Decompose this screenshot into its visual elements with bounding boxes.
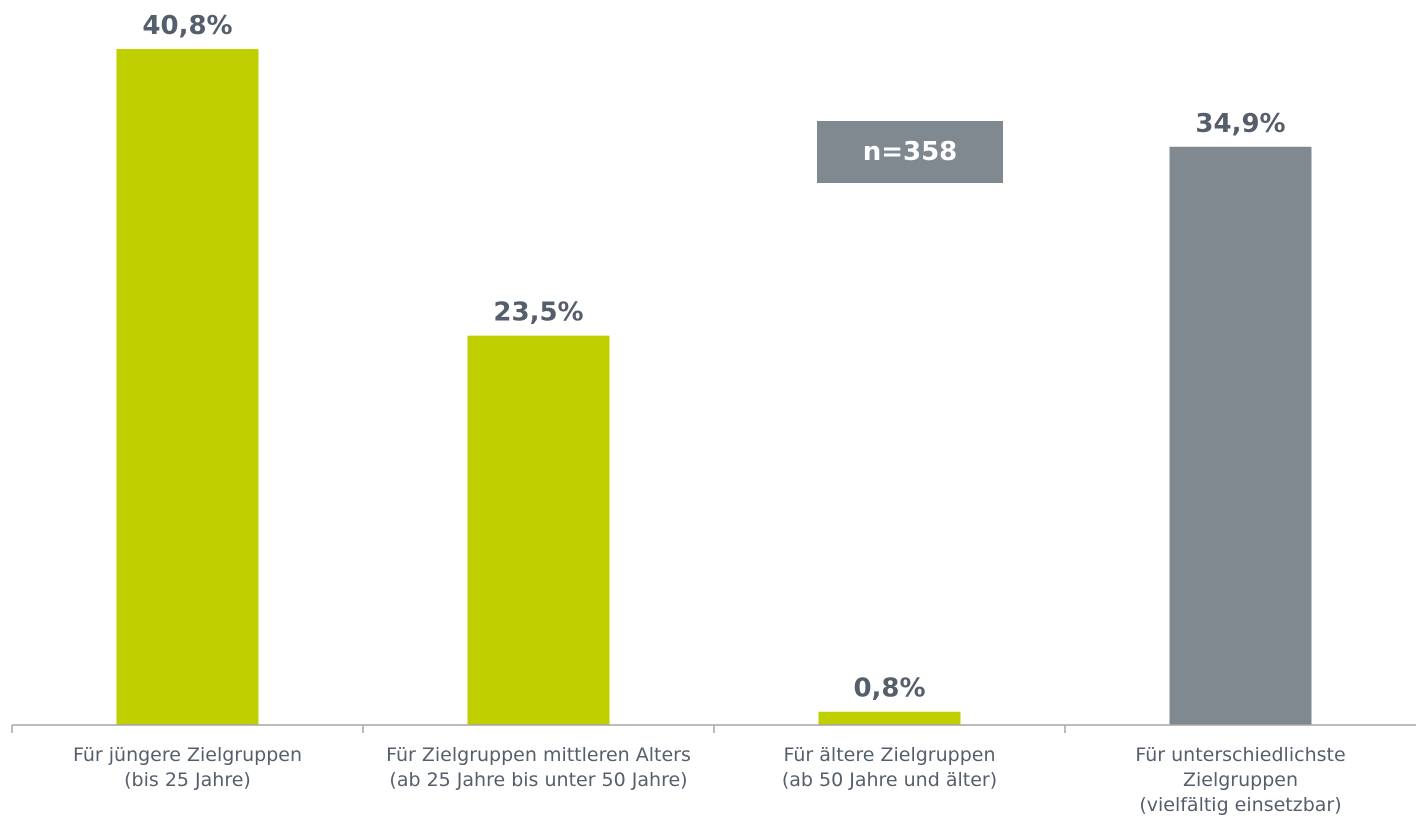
bar-value-label: 40,8% (142, 11, 232, 41)
category-label-line: (vielfältig einsetzbar) (1139, 794, 1341, 816)
sample-size-annotation: n=358 (817, 121, 1003, 183)
category-label: Für unterschiedlichste Zielgruppen (vielfä… (1135, 744, 1345, 816)
category-label-line: (bis 25 Jahre) (124, 769, 251, 791)
bar-value-label: 34,9% (1195, 109, 1285, 139)
bar (1169, 146, 1312, 726)
bar (818, 711, 961, 725)
sample-size-text: n=358 (863, 137, 958, 167)
category-label: Für Zielgruppen mittleren Alters (ab 25 J… (386, 744, 691, 791)
category-label-line: (ab 25 Jahre bis unter 50 Jahre) (389, 769, 687, 791)
bar-value-label: 23,5% (493, 298, 583, 328)
bar (116, 49, 259, 725)
category-label: Für ältere Zielgruppen (ab 50 Jahre und ä… (782, 744, 997, 791)
bar (467, 335, 610, 725)
category-label: Für jüngere Zielgruppen (bis 25 Jahre) (73, 744, 302, 791)
category-label-line: Für ältere Zielgruppen (784, 744, 996, 766)
category-label-line: Für unterschiedlichste (1135, 744, 1345, 766)
x-axis-ticks (11, 725, 1066, 733)
category-label-line: Für jüngere Zielgruppen (73, 744, 302, 766)
bar-value-label: 0,8% (853, 674, 925, 704)
category-labels-layer: Für jüngere Zielgruppen (bis 25 Jahre)Für… (73, 744, 1346, 816)
bars-layer (116, 49, 1312, 726)
category-label-line: Zielgruppen (1183, 769, 1298, 791)
category-label-line: (ab 50 Jahre und älter) (782, 769, 997, 791)
value-labels-layer: 40,8% 23,5% 0,8% 34,9% (142, 11, 1285, 704)
sample-size-box (817, 121, 1003, 183)
category-label-line: Für Zielgruppen mittleren Alters (386, 744, 691, 766)
